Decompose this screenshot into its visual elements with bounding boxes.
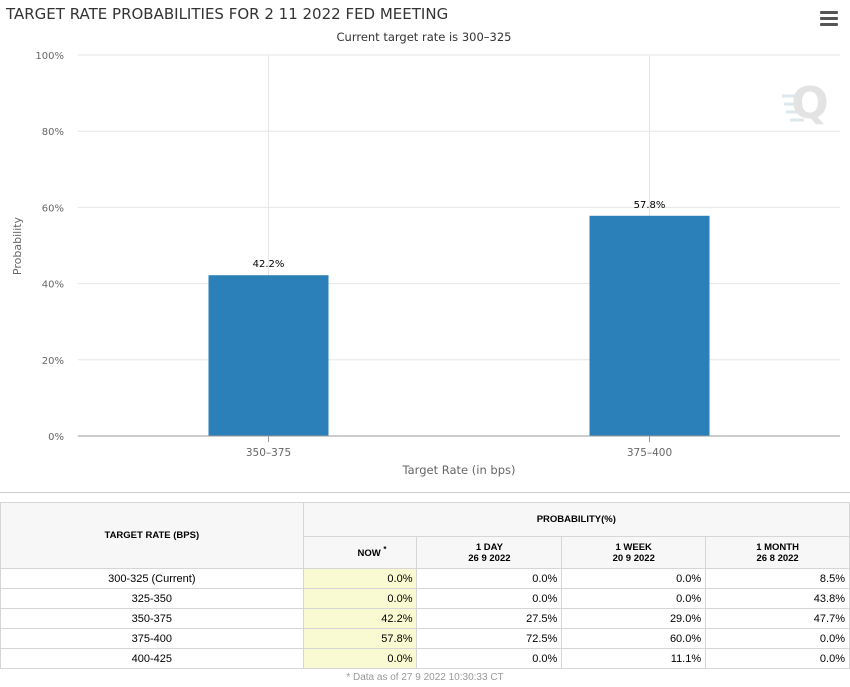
x-tick-label: 375–400	[627, 447, 672, 459]
rate-cell: 400-425	[0, 648, 304, 669]
day-label: 1 DAY	[475, 541, 503, 553]
now-cell: 0.0%	[302, 568, 418, 589]
y-tick-label: 40%	[42, 280, 64, 291]
x-tick-label: 350–375	[246, 447, 291, 459]
week-column-header: 1 WEEK 20 9 2022	[561, 536, 707, 569]
week-label: 1 WEEK	[615, 541, 652, 553]
day-column-header: 1 DAY 26 9 2022	[416, 536, 563, 569]
rate-cell: 300-325 (Current)	[0, 568, 304, 589]
data-label: 57.8%	[634, 200, 666, 211]
chart-svg: TARGET RATE PROBABILITIES FOR 2 11 2022 …	[5, 5, 840, 477]
now-cell: 0.0%	[302, 648, 418, 669]
y-axis-title: Probability	[11, 216, 24, 275]
now-column-header: NOW *	[302, 536, 418, 569]
rate-cell: 325-350	[0, 588, 304, 609]
rate-cell: 350-375	[0, 608, 304, 629]
now-cell: 42.2%	[302, 608, 418, 629]
month-date: 26 8 2022	[756, 552, 799, 564]
menu-icon-bar	[820, 23, 838, 26]
x-axis-title: Target Rate (in bps)	[402, 463, 516, 477]
month-cell: 0.0%	[705, 648, 850, 669]
bars-layer: 42.2% 57.8%	[208, 200, 710, 436]
day-date: 26 9 2022	[468, 552, 511, 564]
grid-layer	[78, 54, 840, 437]
chart-menu-button[interactable]	[816, 8, 842, 30]
month-cell: 43.8%	[705, 588, 850, 609]
week-cell: 29.0%	[561, 608, 707, 629]
week-cell: 60.0%	[561, 628, 707, 649]
table-row: 400-425 0.0% 0.0% 11.1% 0.0%	[0, 648, 850, 669]
y-tick-label: 80%	[42, 127, 64, 138]
now-footnote-mark: *	[383, 545, 387, 555]
day-cell: 0.0%	[416, 648, 563, 669]
month-column-header: 1 MONTH 26 8 2022	[705, 536, 850, 569]
week-date: 20 9 2022	[612, 552, 655, 564]
now-cell: 0.0%	[302, 588, 418, 609]
now-cell: 57.8%	[302, 628, 418, 649]
probability-table: TARGET RATE (BPS) PROBABILITY(%) NOW * 1…	[0, 502, 850, 669]
bar[interactable]	[589, 215, 710, 436]
table-row: 350-375 42.2% 27.5% 29.0% 47.7%	[0, 608, 850, 629]
menu-icon-bar	[820, 17, 838, 20]
menu-icon-bar	[820, 11, 838, 14]
week-cell: 0.0%	[561, 568, 707, 589]
month-cell: 8.5%	[705, 568, 850, 589]
day-cell: 27.5%	[416, 608, 563, 629]
section-divider	[0, 492, 850, 493]
rate-column-header: TARGET RATE (BPS)	[0, 502, 304, 569]
probability-header: PROBABILITY(%)	[302, 502, 850, 537]
table-row: 375-400 57.8% 72.5% 60.0% 0.0%	[0, 628, 850, 649]
data-label: 42.2%	[253, 259, 285, 270]
chart-title: TARGET RATE PROBABILITIES FOR 2 11 2022 …	[5, 5, 448, 23]
y-tick-label: 60%	[42, 203, 64, 214]
month-cell: 0.0%	[705, 628, 850, 649]
week-cell: 0.0%	[561, 588, 707, 609]
watermark-logo: Q	[782, 78, 829, 129]
table-row: 300-325 (Current) 0.0% 0.0% 0.0% 8.5%	[0, 568, 850, 589]
y-tick-label: 20%	[42, 356, 64, 367]
footnote: * Data as of 27 9 2022 10:30:33 CT	[346, 672, 504, 683]
month-label: 1 MONTH	[756, 541, 799, 553]
day-cell: 72.5%	[416, 628, 563, 649]
day-cell: 0.0%	[416, 568, 563, 589]
bar[interactable]	[208, 275, 329, 436]
table-row: 325-350 0.0% 0.0% 0.0% 43.8%	[0, 588, 850, 609]
day-cell: 0.0%	[416, 588, 563, 609]
axis-layer: 0% 20% 40% 60% 80% 100% 350–375 375–400	[35, 51, 840, 459]
chart-area: TARGET RATE PROBABILITIES FOR 2 11 2022 …	[5, 5, 842, 477]
month-cell: 47.7%	[705, 608, 850, 629]
y-tick-label: 0%	[48, 432, 64, 443]
logo-text: Q	[791, 78, 828, 129]
y-tick-label: 100%	[35, 51, 64, 62]
week-cell: 11.1%	[561, 648, 707, 669]
chart-subtitle: Current target rate is 300–325	[337, 30, 512, 44]
now-label: NOW	[357, 548, 381, 560]
rate-cell: 375-400	[0, 628, 304, 649]
